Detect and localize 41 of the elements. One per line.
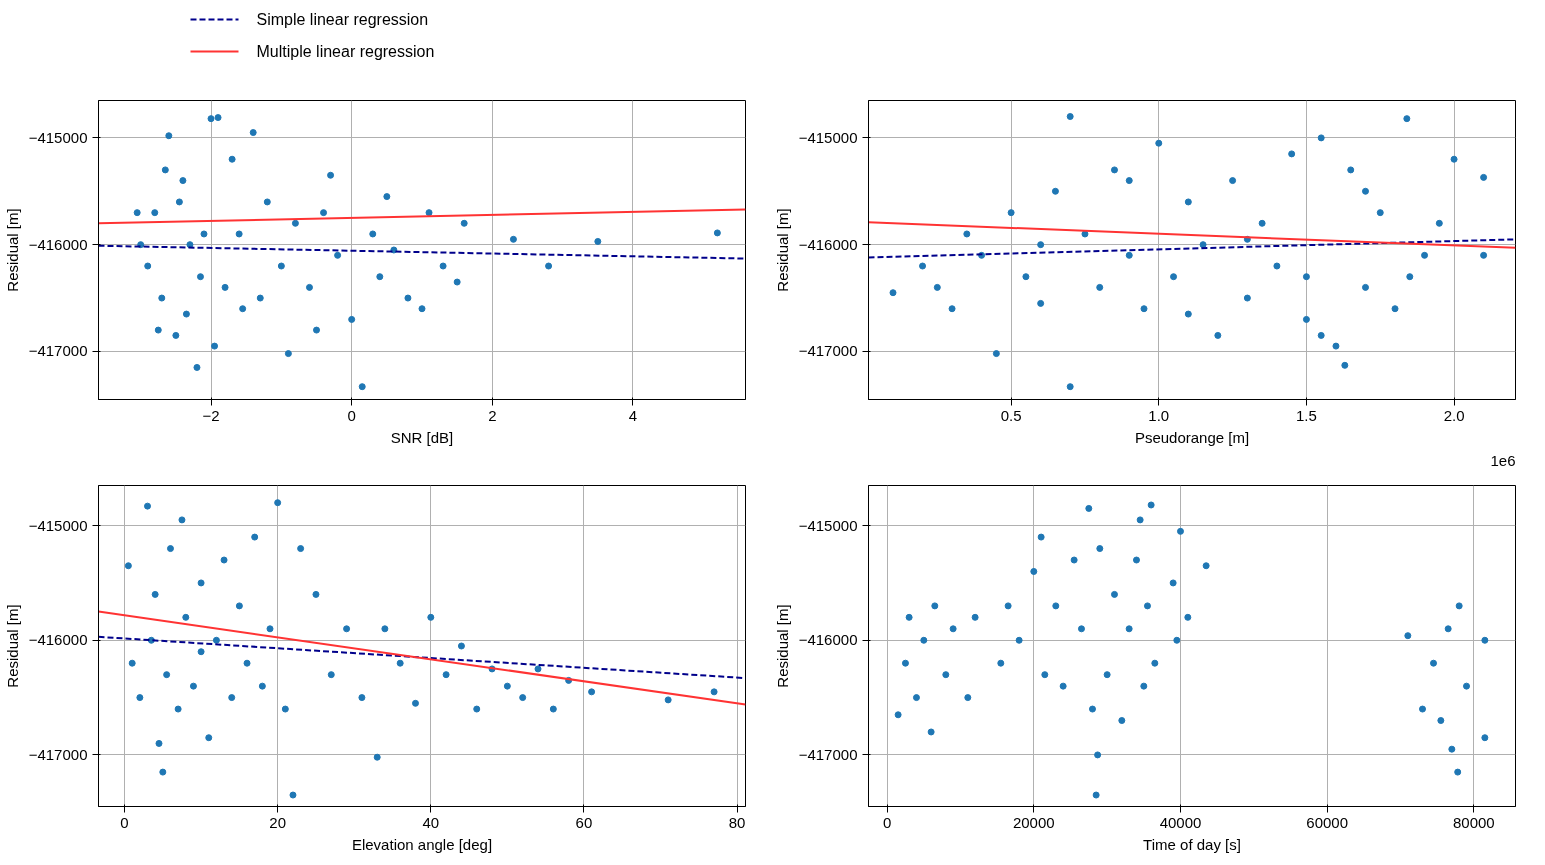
y-tick-label: −415000: [28, 128, 88, 146]
x-tick-label: 80000: [1452, 813, 1495, 831]
y-tick-label: −416000: [798, 631, 858, 649]
x-tick-label: 4: [628, 406, 638, 424]
x-tick-label: 0.5: [1000, 406, 1022, 424]
y-tick-label: −416000: [28, 631, 88, 649]
y-tick-label: −415000: [798, 516, 858, 534]
x-tick-label: 20000: [1012, 813, 1055, 831]
x-tick-label: 80: [728, 813, 746, 831]
text: 1e6: [1490, 451, 1516, 469]
y-tick-label: −415000: [28, 516, 88, 534]
x-tick-label: 40: [422, 813, 440, 831]
y-tick-label: −417000: [28, 342, 88, 360]
y-tick-label: −417000: [798, 342, 858, 360]
y-axis-title: Residual [m]: [3, 604, 21, 688]
x-tick-label: −2: [202, 406, 220, 424]
x-tick-label: 20: [269, 813, 287, 831]
x-tick-label: 2: [488, 406, 497, 424]
legend-label: Multiple linear regression: [256, 43, 435, 60]
y-tick-label: −417000: [798, 745, 858, 763]
x-axis-title: Elevation angle [deg]: [351, 835, 493, 853]
x-tick-label: 1.5: [1296, 406, 1317, 424]
x-axis-title: Time of day [s]: [1143, 835, 1241, 853]
x-tick-label: 2.0: [1443, 406, 1465, 424]
y-tick-label: −416000: [28, 235, 88, 253]
x-tick-label: 60000: [1306, 813, 1349, 831]
y-tick-label: −416000: [798, 235, 858, 253]
x-tick-label: 60: [575, 813, 593, 831]
y-tick-label: −415000: [798, 128, 858, 146]
x-tick-label: 40000: [1159, 813, 1202, 831]
x-axis-title: SNR [dB]: [390, 428, 454, 446]
y-axis-title: Residual [m]: [773, 604, 791, 688]
y-axis-title: Residual [m]: [3, 208, 21, 292]
legend-label: Simple linear regression: [256, 11, 429, 28]
y-axis-title: Residual [m]: [773, 208, 791, 292]
y-tick-label: −417000: [28, 745, 88, 763]
x-tick-label: 1.0: [1148, 406, 1170, 424]
x-tick-label: 0: [347, 406, 356, 424]
x-axis-title: Pseudorange [m]: [1134, 428, 1250, 446]
x-tick-label: 0: [120, 813, 129, 831]
x-tick-label: 0: [882, 813, 892, 831]
